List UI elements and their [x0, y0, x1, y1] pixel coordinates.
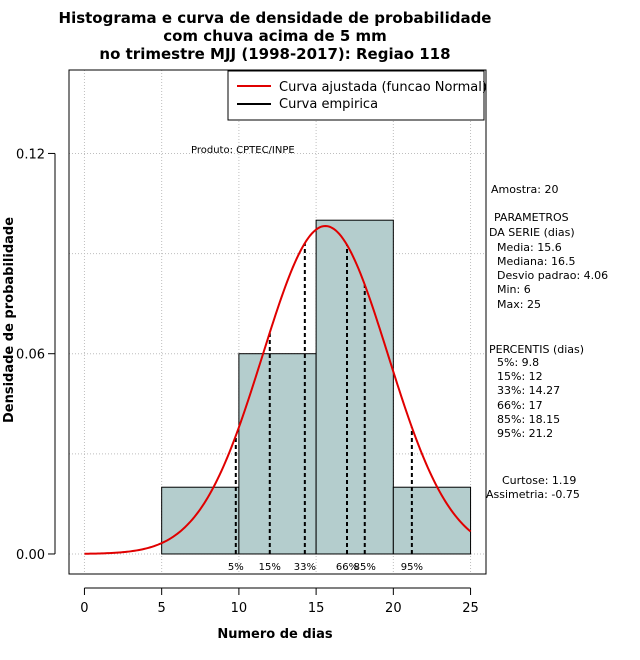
- x-tick-label: 15: [308, 601, 325, 616]
- x-axis-label: Numero de dias: [217, 627, 333, 642]
- stat-max: Max: 25: [497, 298, 541, 311]
- stats-panel: Amostra: 20 PARAMETROS DA SERIE (dias) M…: [486, 183, 608, 501]
- normal-curve: [84, 225, 472, 555]
- stat-min: Min: 6: [497, 283, 531, 296]
- percentile-label-5: 5%: [228, 562, 244, 573]
- percentile-label-33: 33%: [294, 562, 316, 573]
- x-axis: 0 5 10 15 20 25: [80, 587, 479, 616]
- histogram-bar-1: [161, 486, 240, 555]
- stat-p33: 33%: 14.27: [497, 384, 560, 397]
- percentile-label-85: 85%: [354, 562, 376, 573]
- percentile-label-95: 95%: [401, 562, 423, 573]
- y-axis-label: Densidade de probabilidade: [2, 217, 17, 423]
- stat-parametros-subtitle: DA SERIE (dias): [489, 226, 575, 239]
- stat-assimetria: Assimetria: -0.75: [486, 488, 580, 501]
- x-tick-label: 10: [231, 601, 248, 616]
- stat-p85: 85%: 18.15: [497, 413, 560, 426]
- x-tick-label: 25: [462, 601, 479, 616]
- legend-label-fitted: Curva ajustada (funcao Normal): [279, 80, 487, 95]
- histogram-bar-3: [315, 219, 394, 555]
- legend-label-empirical: Curva empirica: [279, 97, 378, 112]
- chart-title-line-2: com chuva acima de 5 mm: [163, 27, 387, 45]
- y-tick-label: 0.12: [16, 147, 45, 162]
- stat-p95: 95%: 21.2: [497, 427, 553, 440]
- stat-p15: 15%: 12: [497, 370, 543, 383]
- normal-curve-layer: [84, 225, 472, 555]
- chart-title-line-1: Histograma e curva de densidade de proba…: [59, 9, 492, 27]
- chart-title-line-3: no trimestre MJJ (1998-2017): Regiao 118: [99, 45, 450, 63]
- product-annotation: Produto: CPTEC/INPE: [191, 145, 295, 156]
- stat-p66: 66%: 17: [497, 399, 543, 412]
- stat-desvio: Desvio padrao: 4.06: [497, 269, 608, 282]
- x-tick-label: 20: [385, 601, 402, 616]
- histogram-bar-4: [392, 486, 472, 555]
- percentile-lines: 5% 15% 33% 66%85% 95%: [228, 243, 423, 573]
- legend-box: [227, 70, 485, 121]
- percentile-label-15: 15%: [259, 562, 281, 573]
- stat-mediana: Mediana: 16.5: [497, 255, 575, 268]
- y-tick-label: 0.06: [16, 348, 45, 363]
- y-axis: 0.00 0.06 0.12: [16, 147, 56, 563]
- stat-amostra: Amostra: 20: [491, 183, 558, 196]
- stat-curtose: Curtose: 1.19: [502, 474, 576, 487]
- stat-percentis-title: PERCENTIS (dias): [489, 343, 584, 356]
- stat-parametros-title: PARAMETROS: [494, 211, 569, 224]
- plot-frame: [68, 69, 487, 575]
- x-tick-label: 5: [158, 601, 166, 616]
- legend: Curva ajustada (funcao Normal) Curva emp…: [227, 70, 487, 121]
- histogram-bars: [161, 219, 472, 555]
- stat-media: Media: 15.6: [497, 241, 562, 254]
- stat-p5: 5%: 9.8: [497, 356, 539, 369]
- x-tick-label: 0: [80, 601, 88, 616]
- percentile-label-66: 66%: [336, 562, 358, 573]
- y-tick-label: 0.00: [16, 548, 45, 563]
